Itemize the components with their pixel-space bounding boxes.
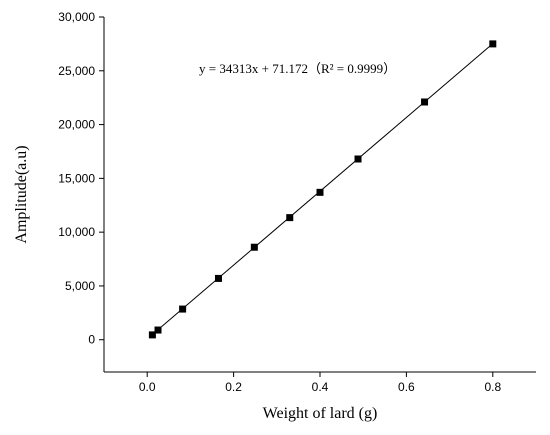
y-tick-label: 10,000 — [58, 225, 95, 239]
y-axis-ticks: 0 5,000 10,000 15,000 20,000 25,000 30,000 — [58, 10, 104, 347]
y-tick-label: 20,000 — [58, 118, 95, 132]
y-tick-label: 25,000 — [58, 64, 95, 78]
data-point — [214, 274, 222, 282]
x-tick-label: 0.2 — [225, 380, 242, 394]
data-point — [354, 155, 362, 163]
y-tick-label: 5,000 — [65, 279, 95, 293]
data-point — [179, 305, 187, 313]
x-tick-label: 0.6 — [398, 380, 415, 394]
data-point — [154, 326, 162, 334]
data-points — [148, 40, 497, 339]
data-point — [489, 40, 497, 48]
x-axis-title: Weight of lard (g) — [263, 405, 378, 422]
data-point — [286, 214, 294, 222]
x-tick-label: 0.4 — [312, 380, 329, 394]
y-tick-label: 15,000 — [58, 171, 95, 185]
data-point — [421, 98, 429, 106]
x-axis-ticks: 0.0 0.2 0.4 0.6 0.8 — [139, 372, 501, 394]
data-point — [316, 188, 324, 196]
y-axis-title: Amplitude(a.u) — [13, 145, 30, 243]
y-tick-label: 30,000 — [58, 10, 95, 24]
x-tick-label: 0.0 — [139, 380, 156, 394]
x-tick-label: 0.8 — [484, 380, 501, 394]
data-point — [148, 331, 156, 339]
y-tick-label: 0 — [88, 333, 95, 347]
data-point — [250, 243, 258, 251]
regression-equation: y = 34313x + 71.172（R² = 0.9999） — [199, 61, 396, 76]
